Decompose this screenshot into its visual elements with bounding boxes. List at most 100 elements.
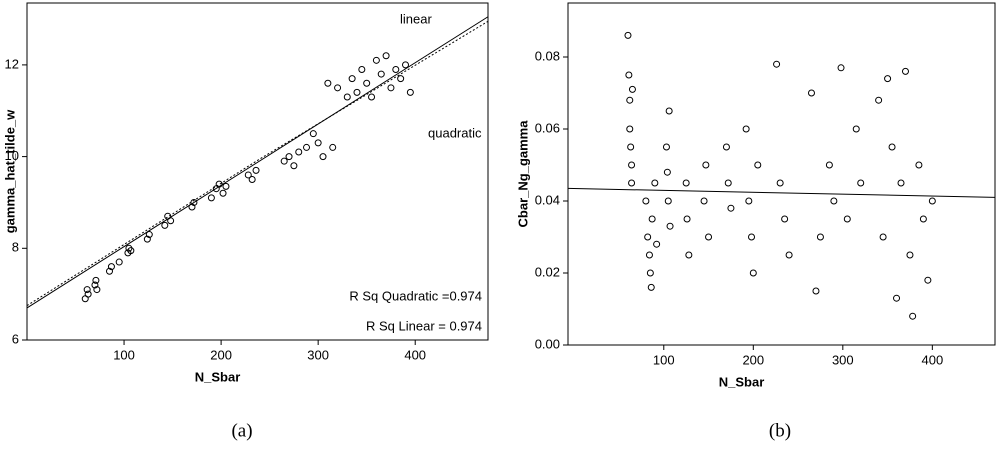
point: [685, 251, 693, 259]
point: [222, 182, 230, 190]
point: [625, 71, 633, 79]
caption: (a): [231, 420, 252, 441]
x-tick-label: 300: [307, 347, 329, 362]
point: [368, 93, 376, 101]
point: [662, 143, 670, 151]
point: [666, 222, 674, 230]
point: [628, 161, 636, 169]
point: [682, 179, 690, 187]
point: [928, 197, 936, 205]
point: [816, 233, 824, 241]
point: [626, 96, 634, 104]
plot-frame: [567, 2, 996, 346]
point: [319, 153, 327, 161]
point: [705, 233, 713, 241]
point: [781, 215, 789, 223]
point: [358, 65, 366, 73]
point: [644, 233, 652, 241]
point: [392, 65, 400, 73]
point: [909, 312, 917, 320]
y-tick-label: 0.00: [535, 336, 560, 351]
point: [334, 84, 342, 92]
point: [646, 269, 654, 277]
y-axis-title: Cbar_Ng_gamma: [515, 120, 530, 228]
point: [919, 215, 927, 223]
point: [348, 75, 356, 83]
plot-frame: [26, 2, 489, 341]
point: [647, 283, 655, 291]
point: [857, 179, 865, 187]
annotation: linear: [400, 11, 432, 26]
point: [825, 161, 833, 169]
point: [627, 143, 635, 151]
point: [663, 168, 671, 176]
point: [722, 143, 730, 151]
point: [648, 215, 656, 223]
point: [303, 143, 311, 151]
point: [280, 157, 288, 165]
point: [406, 88, 414, 96]
point: [324, 79, 332, 87]
point: [628, 85, 636, 93]
point: [884, 75, 892, 83]
x-tick-label: 400: [404, 347, 426, 362]
point: [115, 258, 123, 266]
y-tick-label: 6: [12, 331, 19, 346]
point: [837, 64, 845, 72]
point: [776, 179, 784, 187]
point: [161, 221, 169, 229]
point: [343, 93, 351, 101]
point: [125, 244, 133, 252]
x-axis-title: N_Sbar: [195, 369, 241, 384]
point: [285, 153, 293, 161]
x-tick-label: 400: [921, 352, 943, 367]
y-tick-label: 8: [12, 240, 19, 255]
y-tick-label: 0.04: [535, 192, 560, 207]
point: [624, 31, 632, 39]
point: [773, 60, 781, 68]
point: [653, 240, 661, 248]
annotation: quadratic: [428, 125, 482, 140]
x-tick-label: 300: [832, 352, 854, 367]
annotation: R Sq Quadratic =0.974: [349, 288, 482, 303]
point: [888, 143, 896, 151]
point: [93, 286, 101, 294]
point: [244, 171, 252, 179]
point: [372, 56, 380, 64]
x-tick-label: 200: [742, 352, 764, 367]
fit-line: [26, 16, 489, 309]
point: [167, 217, 175, 225]
point: [893, 294, 901, 302]
annotation: R Sq Linear = 0.974: [366, 318, 482, 333]
x-tick-label: 200: [210, 347, 232, 362]
point: [875, 96, 883, 104]
point: [785, 251, 793, 259]
point: [852, 125, 860, 133]
point: [377, 70, 385, 78]
point: [248, 176, 256, 184]
point: [83, 286, 91, 294]
y-tick-label: 0.08: [535, 48, 560, 63]
point: [387, 84, 395, 92]
caption: (b): [769, 420, 791, 441]
point: [727, 204, 735, 212]
point: [91, 281, 99, 289]
point: [724, 179, 732, 187]
point: [290, 162, 298, 170]
point: [843, 215, 851, 223]
point: [626, 125, 634, 133]
point: [402, 61, 410, 69]
point: [664, 197, 672, 205]
point: [879, 233, 887, 241]
point: [702, 161, 710, 169]
point: [105, 267, 113, 275]
point: [314, 139, 322, 147]
point: [915, 161, 923, 169]
point: [207, 194, 215, 202]
point: [754, 161, 762, 169]
y-tick-label: 0.02: [535, 264, 560, 279]
point: [749, 269, 757, 277]
point: [901, 67, 909, 75]
y-tick-label: 10: [5, 148, 19, 163]
